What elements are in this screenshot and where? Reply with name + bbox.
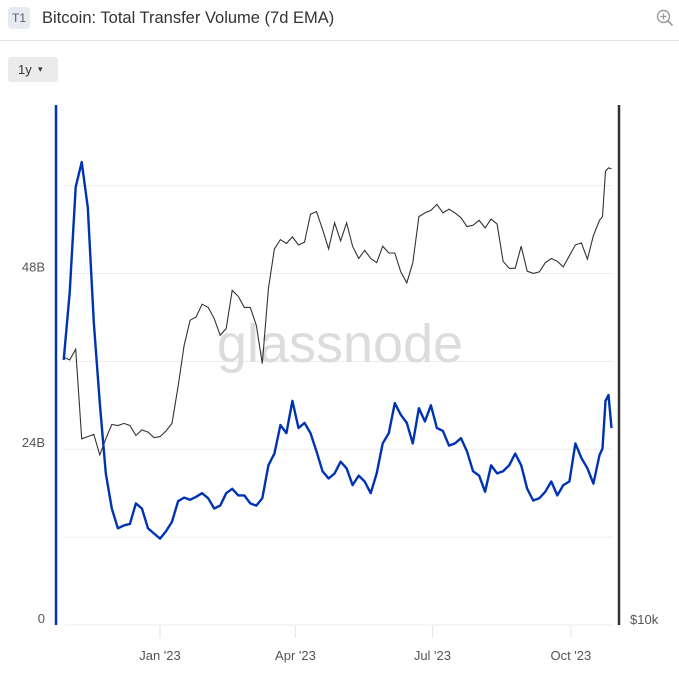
right-axis-tick-label: $10k: [630, 612, 659, 627]
time-range-dropdown[interactable]: 1y ▾: [8, 57, 58, 82]
chevron-down-icon: ▾: [38, 64, 43, 74]
chart-header: T1 Bitcoin: Total Transfer Volume (7d EM…: [0, 0, 679, 41]
price-series-line: [63, 167, 612, 457]
transfer-volume-series-line: [62, 160, 613, 540]
zoom-in-icon[interactable]: [656, 9, 674, 27]
x-axis-tick-label: Apr '23: [275, 648, 316, 663]
left-axis-tick-label: 48B: [22, 259, 45, 274]
x-axis-tick-label: Oct '23: [550, 648, 591, 663]
x-axis-tick-label: Jul '23: [414, 648, 451, 663]
left-axis-tick-label: 0: [38, 611, 45, 626]
watermark: glassnode: [217, 314, 463, 374]
x-axis-tick-label: Jan '23: [139, 648, 181, 663]
chart-title: Bitcoin: Total Transfer Volume (7d EMA): [42, 9, 335, 27]
left-axis-tick-label: 24B: [22, 435, 45, 450]
time-range-label: 1y: [18, 62, 32, 77]
gridlines: [65, 185, 612, 626]
chart-id-badge: T1: [8, 7, 30, 29]
